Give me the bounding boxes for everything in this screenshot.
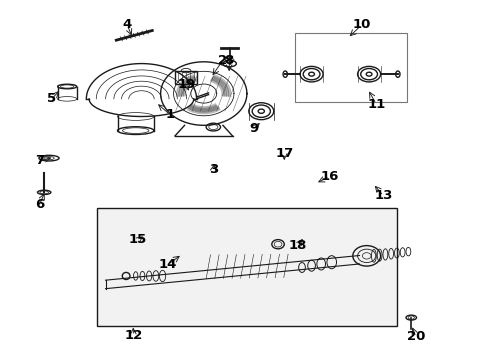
Bar [97, 208, 396, 327]
Text: 6: 6 [35, 198, 44, 211]
Bar [175, 71, 196, 84]
Text: 7: 7 [35, 154, 44, 167]
Bar [294, 32, 407, 102]
Text: 1: 1 [165, 108, 174, 121]
Text: 9: 9 [249, 122, 258, 135]
Text: 20: 20 [406, 330, 425, 343]
Text: 14: 14 [158, 258, 177, 271]
Text: 15: 15 [129, 234, 147, 247]
Text: 18: 18 [288, 239, 307, 252]
Text: 5: 5 [47, 93, 56, 105]
Text: 3: 3 [208, 163, 218, 176]
Text: 11: 11 [366, 98, 385, 111]
Text: 12: 12 [124, 329, 142, 342]
Text: 2: 2 [218, 54, 227, 67]
Text: 13: 13 [373, 189, 392, 202]
Text: 4: 4 [122, 18, 131, 31]
Text: 19: 19 [178, 78, 196, 91]
Text: 17: 17 [275, 147, 293, 160]
Text: 16: 16 [320, 170, 338, 183]
Text: 8: 8 [224, 54, 233, 67]
Text: 10: 10 [352, 18, 370, 31]
